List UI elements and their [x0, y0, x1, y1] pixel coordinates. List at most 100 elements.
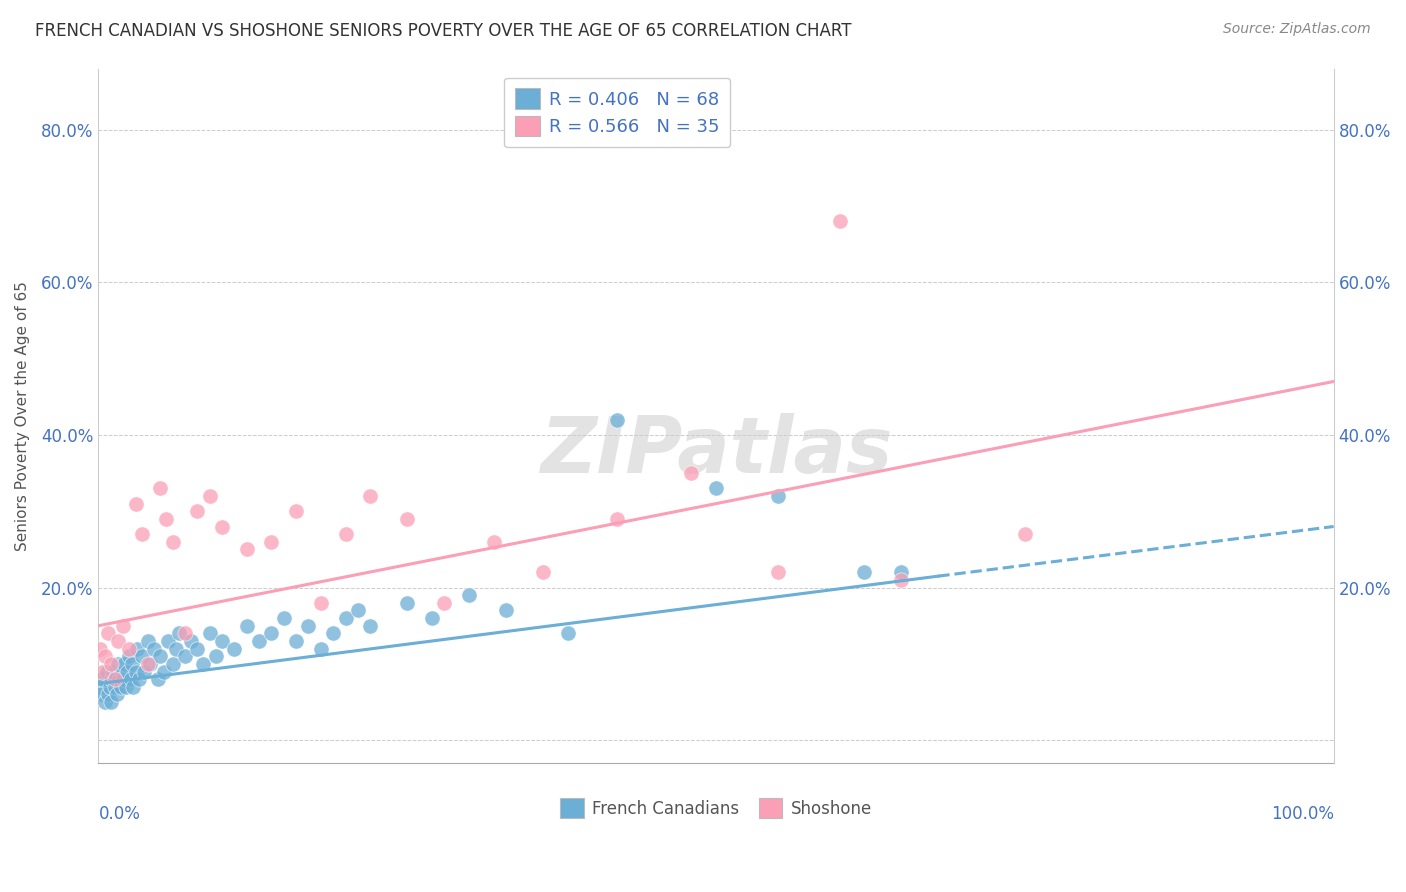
Point [112, 657, 135, 671]
Point [110, 680, 132, 694]
Point [107, 657, 129, 671]
Point [134, 665, 156, 679]
Point [890, 566, 912, 580]
Point [309, 641, 332, 656]
Point [91, 665, 114, 679]
Point [359, 618, 381, 632]
Point [131, 649, 153, 664]
Point [211, 519, 233, 533]
Point [247, 634, 270, 648]
Point [108, 672, 131, 686]
Point [120, 672, 142, 686]
Point [1014, 527, 1036, 541]
Point [114, 680, 136, 694]
Point [105, 688, 128, 702]
Point [121, 657, 143, 671]
Point [97, 688, 120, 702]
Text: 0.0%: 0.0% [98, 805, 141, 822]
Point [235, 542, 257, 557]
Point [335, 611, 357, 625]
Point [112, 672, 135, 686]
Point [285, 634, 308, 648]
Point [260, 534, 283, 549]
Point [91, 672, 114, 686]
Point [149, 649, 172, 664]
Point [165, 641, 187, 656]
Point [98, 680, 121, 694]
Point [433, 596, 456, 610]
Point [495, 603, 517, 617]
Point [260, 626, 283, 640]
Point [111, 665, 134, 679]
Point [704, 481, 727, 495]
Point [322, 626, 344, 640]
Point [396, 512, 419, 526]
Point [174, 626, 197, 640]
Text: 100.0%: 100.0% [1271, 805, 1334, 822]
Point [100, 672, 122, 686]
Point [93, 695, 115, 709]
Point [557, 626, 579, 640]
Point [125, 641, 148, 656]
Point [347, 603, 370, 617]
Point [118, 649, 141, 664]
Point [853, 566, 876, 580]
Point [396, 596, 419, 610]
Point [273, 611, 295, 625]
Point [112, 618, 135, 632]
Point [155, 512, 177, 526]
Point [115, 665, 138, 679]
Point [90, 688, 112, 702]
Point [107, 634, 129, 648]
Point [198, 626, 221, 640]
Point [531, 566, 554, 580]
Point [285, 504, 308, 518]
Point [359, 489, 381, 503]
Point [149, 481, 172, 495]
Point [174, 649, 197, 664]
Point [89, 680, 111, 694]
Point [136, 634, 159, 648]
Point [198, 489, 221, 503]
Point [118, 641, 141, 656]
Point [128, 672, 150, 686]
Point [186, 641, 208, 656]
Point [186, 504, 208, 518]
Text: FRENCH CANADIAN VS SHOSHONE SENIORS POVERTY OVER THE AGE OF 65 CORRELATION CHART: FRENCH CANADIAN VS SHOSHONE SENIORS POVE… [35, 22, 852, 40]
Point [93, 649, 115, 664]
Text: ZIPatlas: ZIPatlas [540, 413, 893, 489]
Point [606, 412, 628, 426]
Point [124, 665, 146, 679]
Point [143, 641, 166, 656]
Point [124, 497, 146, 511]
Point [193, 657, 215, 671]
Point [766, 566, 789, 580]
Point [167, 626, 190, 640]
Point [211, 634, 233, 648]
Point [180, 634, 202, 648]
Point [458, 588, 481, 602]
Text: Source: ZipAtlas.com: Source: ZipAtlas.com [1223, 22, 1371, 37]
Point [606, 512, 628, 526]
Legend: French Canadians, Shoshone: French Canadians, Shoshone [554, 792, 879, 824]
Point [103, 680, 125, 694]
Point [136, 657, 159, 671]
Point [420, 611, 443, 625]
Point [335, 527, 357, 541]
Point [153, 665, 176, 679]
Point [890, 573, 912, 587]
Point [122, 680, 145, 694]
Point [162, 534, 184, 549]
Point [162, 657, 184, 671]
Point [156, 634, 179, 648]
Point [97, 626, 120, 640]
Point [139, 657, 162, 671]
Point [100, 657, 122, 671]
Point [766, 489, 789, 503]
Point [146, 672, 169, 686]
Point [681, 466, 703, 480]
Point [482, 534, 505, 549]
Point [103, 672, 125, 686]
Y-axis label: Seniors Poverty Over the Age of 65: Seniors Poverty Over the Age of 65 [15, 281, 30, 550]
Point [235, 618, 257, 632]
